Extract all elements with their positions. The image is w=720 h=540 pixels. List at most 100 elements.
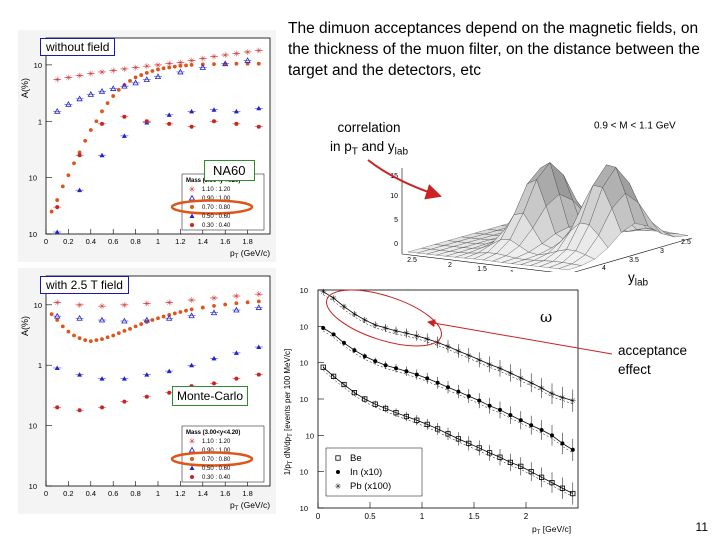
data-point [150,69,155,73]
surface-cell [558,263,582,271]
data-point: ✳ [222,51,229,60]
y-axis-label: A(%) [20,316,30,336]
legend-marker [190,457,194,461]
x-tick-label: 2 [524,512,529,521]
data-point: ✳ [143,300,150,309]
data-point [178,310,183,314]
data-point [98,87,106,94]
data-point: ✳ [65,73,72,82]
legend-entry: 1.10 : 1.20 [202,439,231,445]
data-point: ✳ [507,369,514,378]
data-point [144,372,150,377]
data-point [144,119,149,124]
data-point [121,82,128,89]
data-point [351,390,357,396]
legend-entry: 0.30 : 0.40 [202,223,231,229]
x-axis-label-unit: (GeV/c) [238,500,270,510]
data-point: ✳ [233,49,240,58]
data-point [94,119,99,124]
y-tick-label: 10 [34,61,42,70]
data-point [111,333,116,338]
data-point [122,114,127,119]
data-point [143,316,150,323]
y-axis-label: A(%) [20,78,30,98]
data-point: ✳ [403,329,410,338]
data-point: ✳ [455,347,462,356]
x-tick-label: 0.5 [364,512,376,521]
surface-title: 0.9 < M < 1.1 GeV [594,120,676,131]
x-tick-label: 1.4 [198,489,208,498]
data-point [331,332,336,337]
data-point [256,344,262,350]
data-point [55,405,60,410]
legend-entry: 0.30 : 0.40 [202,475,231,481]
data-point [54,312,61,319]
label-with-field: with 2.5 T field [40,276,129,294]
y-tick-label: 10 [306,431,314,440]
data-point [99,152,105,158]
data-point: ✳ [549,390,556,399]
legend-marker [335,455,341,461]
x-tick-label: 1.4 [198,237,208,246]
data-point [341,381,347,388]
data-point: ✳ [110,66,117,75]
data-point [72,333,76,338]
x-tick-label: 1 [156,237,160,246]
data-point [177,68,184,75]
data-point: ✳ [382,324,389,333]
data-point [128,326,132,331]
label-without-field: without field [40,38,116,56]
data-point [466,440,472,446]
correlation-and-y: and y [357,139,395,154]
omega-symbol: ω [540,308,552,326]
acceptance-effect-label: acceptance effect [618,341,687,379]
data-point [529,423,534,428]
data-point [212,381,216,386]
data-point [77,372,83,377]
legend-marker [190,223,194,227]
data-point [234,376,239,381]
data-point [166,368,172,374]
data-point [88,128,93,132]
data-point [414,417,420,423]
data-point: ✳ [87,70,94,79]
data-point: ✳ [476,356,483,365]
data-point [455,436,461,442]
data-point: ✳ [99,68,106,77]
data-point [393,410,399,416]
data-point [507,459,513,465]
legend-title: Mass (3.00<y<4.20) [186,178,240,184]
y-tick-label: 3 [660,248,664,255]
y-tick-label: 10 [300,468,308,477]
data-point [128,79,132,83]
legend-entry: Pb (x100) [350,481,391,492]
data-point [110,85,117,91]
y-tick-label: 4 [602,265,606,272]
data-point: ✳ [166,60,173,69]
data-point: ✳ [528,379,535,388]
x-tick-label: 0.4 [86,489,96,498]
data-point: ✳ [341,303,348,312]
data-point: ✳ [517,374,524,383]
data-point [121,133,127,138]
data-point: ✳ [188,56,195,65]
data-point [394,366,398,371]
data-point [105,335,110,340]
x-tick-label: 1.2 [175,237,185,246]
data-point: ✳ [54,76,61,85]
data-point [234,121,239,126]
data-point: ✳ [155,61,162,70]
y-tick-label: 10 [300,286,308,295]
data-point [76,95,83,102]
data-point [188,312,195,319]
pt-spectra-plot: 00.511.521051041031021010110-11/pT dN/dp… [278,272,588,534]
data-point [154,73,162,79]
data-point: ✳ [188,296,195,305]
y-tick-label: 1 [38,361,42,370]
x-tick-label: 1.5 [468,512,480,521]
legend-marker: ✳ [189,437,196,446]
data-point [549,480,555,486]
data-point [211,107,217,112]
data-point [434,426,441,432]
data-point [54,108,61,114]
